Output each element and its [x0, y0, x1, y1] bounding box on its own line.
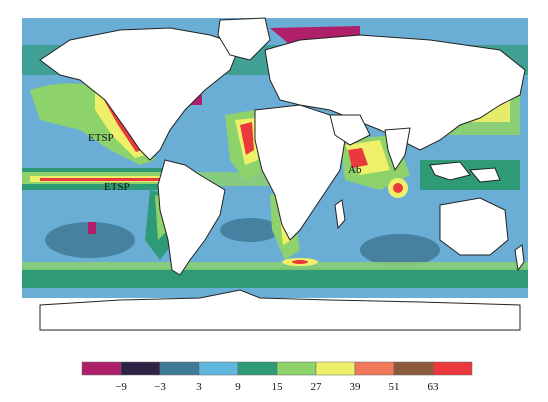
arabian-sea-label: Ab	[348, 164, 362, 176]
arabia	[329, 114, 371, 146]
north-america	[39, 27, 241, 161]
legend-tick-labels: −9 −3 3 9 15 27 39 51 63	[115, 381, 439, 393]
etsp-label-south: ETSP	[104, 181, 130, 193]
landmasses	[39, 17, 526, 331]
south-america	[157, 159, 226, 276]
australia	[439, 197, 509, 256]
equatorial-upwelling	[22, 168, 285, 190]
legend-swatches	[81, 361, 473, 376]
legend-tick-label: 51	[389, 381, 400, 393]
eurasia	[264, 34, 526, 151]
legend-tick-label: 63	[428, 381, 440, 393]
greenland	[217, 17, 271, 61]
southern-ocean-band	[22, 268, 528, 288]
madagascar	[334, 199, 346, 230]
world-map: ETSP ETSP Ab	[22, 17, 528, 331]
legend-swatch	[120, 361, 161, 376]
legend-tick-label: 27	[311, 381, 323, 393]
legend-swatch	[315, 361, 356, 376]
legend-swatch	[237, 361, 278, 376]
legend-tick-label: −9	[115, 381, 127, 393]
legend-swatch	[198, 361, 239, 376]
india	[384, 127, 411, 172]
legend-swatch	[393, 361, 434, 376]
antarctica	[39, 289, 521, 331]
legend-tick-label: 39	[350, 381, 362, 393]
etsp-label-north: ETSP	[88, 132, 114, 144]
legend-tick-label: −3	[154, 381, 166, 393]
legend-swatch	[81, 361, 122, 376]
legend-tick-label: 9	[235, 381, 241, 393]
legend-swatch	[354, 361, 395, 376]
legend-swatch	[276, 361, 317, 376]
new-zealand	[514, 244, 525, 272]
legend-swatch	[159, 361, 200, 376]
legend-swatch	[432, 361, 473, 376]
legend-tick-label: 15	[272, 381, 284, 393]
southeast-asia-islands	[429, 161, 471, 181]
legend-tick-label: 3	[196, 381, 202, 393]
